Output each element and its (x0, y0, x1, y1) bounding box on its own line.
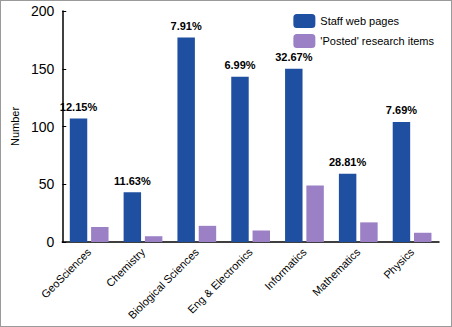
svg-text:Chemistry: Chemistry (104, 245, 148, 289)
svg-text:12.15%: 12.15% (60, 101, 98, 113)
svg-text:Mathematics: Mathematics (310, 245, 363, 298)
svg-text:'Posted' research items: 'Posted' research items (320, 35, 434, 47)
svg-text:Biological Sciences: Biological Sciences (125, 245, 202, 322)
svg-text:Informatics: Informatics (262, 245, 309, 292)
svg-text:Staff web pages: Staff web pages (320, 15, 399, 27)
svg-text:150: 150 (31, 61, 55, 77)
svg-text:Eng & Electronics: Eng & Electronics (185, 245, 255, 315)
svg-text:0: 0 (46, 234, 54, 250)
svg-text:7.69%: 7.69% (386, 104, 417, 116)
svg-text:28.81%: 28.81% (329, 156, 367, 168)
svg-text:100: 100 (31, 119, 55, 135)
svg-text:GeoSciences: GeoSciences (39, 245, 94, 300)
svg-text:200: 200 (31, 3, 55, 19)
svg-text:Physics: Physics (381, 245, 417, 281)
svg-text:Number: Number (9, 107, 21, 146)
svg-text:50: 50 (39, 176, 55, 192)
svg-text:7.91%: 7.91% (171, 20, 202, 32)
svg-text:32.67%: 32.67% (275, 51, 313, 63)
svg-text:6.99%: 6.99% (224, 59, 255, 71)
svg-text:11.63%: 11.63% (114, 175, 151, 187)
